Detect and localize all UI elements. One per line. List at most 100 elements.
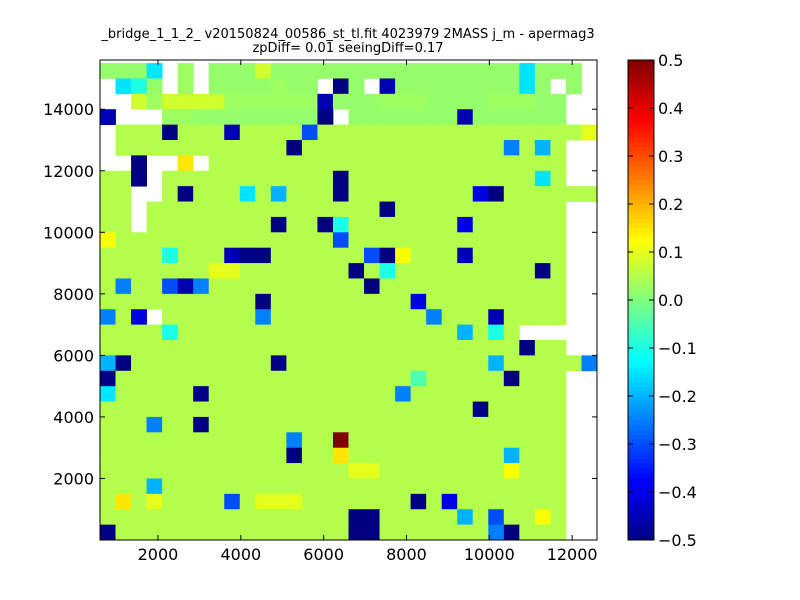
heatmap-cell — [177, 309, 194, 326]
heatmap-cell — [270, 93, 287, 110]
heatmap-cell — [503, 186, 520, 202]
heatmap-cell — [379, 201, 396, 218]
colorbar-segment — [628, 280, 654, 287]
heatmap-cell — [193, 140, 210, 156]
heatmap-cell — [410, 309, 427, 326]
heatmap-cell — [364, 463, 380, 479]
heatmap-cell — [255, 370, 272, 387]
heatmap-cell — [100, 216, 116, 233]
heatmap-cell — [426, 432, 443, 449]
heatmap-cell — [177, 509, 194, 526]
heatmap-cell — [286, 493, 303, 510]
heatmap-cell — [146, 447, 163, 464]
heatmap-cell — [519, 478, 536, 495]
heatmap-cell — [534, 278, 551, 295]
colorbar-segment — [628, 372, 654, 378]
heatmap-cell — [146, 432, 163, 449]
heatmap-cell — [519, 370, 536, 387]
heatmap-cell — [519, 216, 536, 233]
heatmap-cell — [270, 340, 287, 356]
heatmap-cell — [534, 216, 551, 233]
colorbar-segment — [628, 444, 654, 450]
heatmap-cell — [488, 493, 505, 510]
heatmap-cell — [410, 278, 427, 295]
heatmap-cell — [503, 386, 520, 402]
colorbar-segment — [628, 367, 654, 373]
heatmap-cell — [379, 386, 396, 402]
heatmap-cell — [472, 355, 489, 372]
heatmap-cell — [395, 370, 412, 387]
heatmap-cell — [177, 355, 194, 372]
heatmap-cell — [317, 309, 334, 326]
heatmap-cell — [239, 170, 256, 187]
colorbar-tick-label: 0.2 — [658, 195, 683, 214]
heatmap-cell — [348, 432, 365, 449]
heatmap-cell — [146, 263, 163, 279]
heatmap-cell — [550, 140, 567, 156]
heatmap-cell — [550, 340, 567, 356]
heatmap-cell — [286, 463, 303, 479]
colorbar-tick-label: −0.3 — [658, 435, 697, 454]
heatmap-cell — [348, 524, 365, 541]
heatmap-cell — [426, 370, 443, 387]
heatmap-cell — [519, 109, 536, 126]
heatmap-cell — [115, 170, 132, 187]
heatmap-cell — [100, 340, 116, 356]
heatmap-cell — [193, 416, 210, 433]
heatmap-cell — [317, 93, 334, 110]
heatmap-cell — [193, 109, 210, 126]
heatmap-cell — [472, 386, 489, 402]
heatmap-cell — [379, 524, 396, 541]
heatmap-cell — [131, 340, 147, 356]
heatmap-cell — [146, 463, 163, 479]
heatmap-cell — [208, 232, 225, 249]
heatmap-cell — [208, 401, 225, 418]
heatmap-cell — [146, 216, 163, 233]
heatmap-cell — [379, 370, 396, 387]
heatmap-cell — [270, 78, 287, 95]
colorbar-segment — [628, 520, 654, 527]
heatmap-cell — [255, 355, 272, 372]
heatmap-cell — [286, 340, 303, 356]
heatmap-cell — [426, 309, 443, 326]
colorbar-segment — [628, 492, 654, 498]
heatmap-cell — [193, 278, 210, 295]
heatmap-cell — [193, 370, 210, 387]
heatmap-cell — [488, 93, 505, 110]
heatmap-cell — [410, 140, 427, 156]
heatmap-cell — [426, 386, 443, 402]
heatmap-cell — [224, 63, 241, 79]
heatmap-cell — [426, 263, 443, 279]
colorbar-segment — [628, 314, 654, 320]
heatmap-cell — [177, 493, 194, 510]
heatmap-cell — [457, 324, 474, 341]
heatmap-cell — [224, 416, 241, 433]
heatmap-cell — [379, 355, 396, 372]
heatmap-cell — [301, 370, 318, 387]
heatmap-cell — [410, 370, 427, 387]
heatmap-cell — [100, 478, 116, 495]
heatmap-cell — [534, 232, 551, 249]
colorbar-segment — [628, 108, 654, 114]
heatmap-cell — [115, 140, 132, 156]
heatmap-cell — [395, 186, 412, 202]
heatmap-cell — [301, 309, 318, 326]
heatmap-cell — [364, 93, 380, 110]
heatmap-cell — [270, 140, 287, 156]
heatmap-cell — [317, 432, 334, 449]
heatmap-cell — [379, 324, 396, 341]
heatmap-cell — [177, 63, 194, 79]
heatmap-cell — [239, 309, 256, 326]
heatmap-cell — [332, 324, 349, 341]
heatmap-cell — [348, 401, 365, 418]
heatmap-cell — [301, 78, 318, 95]
heatmap-cell — [472, 463, 489, 479]
heatmap-cell — [100, 309, 116, 326]
heatmap-cell — [457, 463, 474, 479]
heatmap-cell — [208, 63, 225, 79]
heatmap-cell — [193, 324, 210, 341]
heatmap-cell — [519, 340, 536, 356]
heatmap-cell — [286, 386, 303, 402]
heatmap-cell — [131, 232, 147, 249]
heatmap-cell — [488, 401, 505, 418]
